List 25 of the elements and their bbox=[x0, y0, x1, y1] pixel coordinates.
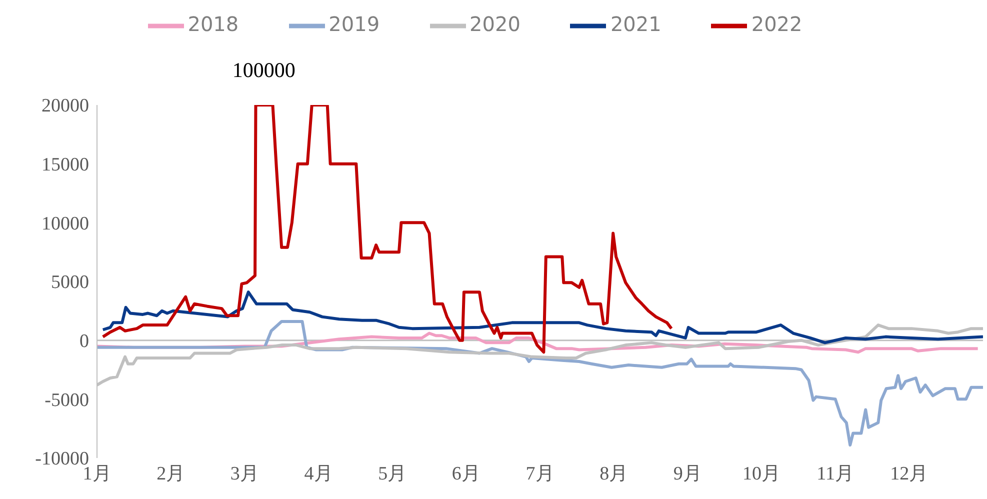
y-tick-label: 0 bbox=[80, 331, 89, 352]
x-tick-label: 8月 bbox=[600, 463, 628, 484]
x-tick-label: 5月 bbox=[378, 463, 407, 484]
y-tick-label: 5000 bbox=[51, 272, 89, 294]
x-tick-label: 4月 bbox=[304, 463, 333, 484]
x-tick-label: 11月 bbox=[816, 463, 854, 484]
annotation: 100000 bbox=[232, 58, 296, 82]
x-tick-label: 9月 bbox=[673, 463, 702, 484]
y-tick-label: 15000 bbox=[42, 154, 89, 176]
x-tick-label: 10月 bbox=[742, 463, 780, 484]
legend-label: 2020 bbox=[470, 12, 520, 36]
y-tick-label: -5000 bbox=[44, 390, 89, 411]
x-tick-label: 3月 bbox=[230, 463, 259, 484]
y-tick-label: 20000 bbox=[42, 96, 89, 117]
x-tick-label: 7月 bbox=[526, 463, 554, 484]
x-tick-label: 12月 bbox=[890, 463, 928, 484]
legend-label: 2022 bbox=[751, 12, 802, 36]
x-tick-label: 6月 bbox=[452, 463, 480, 484]
x-tick-label: 2月 bbox=[156, 463, 186, 484]
legend-label: 2019 bbox=[328, 12, 380, 36]
line-series bbox=[101, 105, 673, 354]
legend-label: 2021 bbox=[610, 12, 662, 36]
legend-label: 2018 bbox=[188, 12, 239, 36]
y-tick-label: 10000 bbox=[42, 213, 89, 234]
line-series bbox=[101, 290, 983, 344]
